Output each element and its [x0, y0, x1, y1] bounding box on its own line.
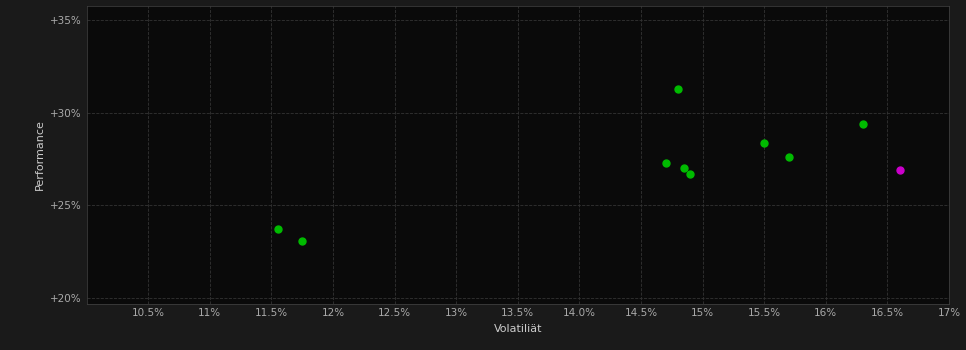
X-axis label: Volatiliät: Volatiliät	[494, 324, 542, 334]
Point	[676, 166, 692, 171]
Point	[683, 171, 698, 177]
Point	[892, 167, 907, 173]
Point	[855, 121, 870, 127]
Point	[658, 160, 673, 166]
Point	[295, 238, 310, 243]
Point	[756, 140, 772, 145]
Y-axis label: Performance: Performance	[35, 119, 44, 190]
Point	[670, 86, 686, 92]
Point	[270, 227, 285, 232]
Point	[781, 154, 797, 160]
